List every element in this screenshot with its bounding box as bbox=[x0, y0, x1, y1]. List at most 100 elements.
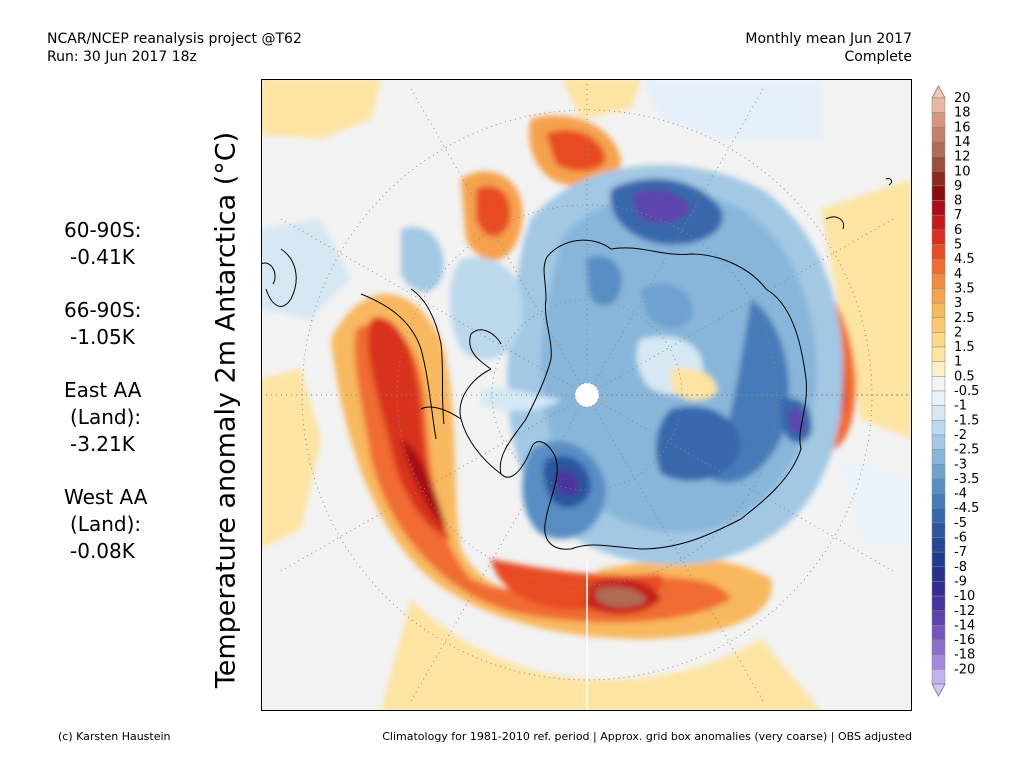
colorbar-label: 8 bbox=[954, 194, 962, 209]
colorbar-label: -3.5 bbox=[954, 472, 979, 487]
colorbar-label: 0.5 bbox=[954, 369, 975, 384]
colorbar-swatch bbox=[931, 610, 946, 626]
model-title: NCAR/NCEP reanalysis project @T62 bbox=[47, 31, 302, 47]
colorbar-label: -2 bbox=[954, 428, 967, 443]
colorbar-swatch bbox=[931, 639, 946, 655]
stat-label: 60-90S: bbox=[64, 218, 142, 242]
colorbar-label: 7 bbox=[954, 208, 962, 223]
colorbar-label: 20 bbox=[954, 91, 971, 106]
colorbar-label: -9 bbox=[954, 574, 967, 589]
colorbar-swatch bbox=[931, 258, 946, 275]
colorbar-swatch bbox=[931, 625, 946, 641]
colorbar-swatch bbox=[931, 434, 946, 450]
colorbar-swatch bbox=[931, 156, 946, 172]
colorbar-swatch bbox=[931, 127, 946, 143]
copyright-text: (c) Karsten Haustein bbox=[58, 730, 171, 743]
colorbar-label: -8 bbox=[954, 560, 967, 575]
colorbar-label: -0.5 bbox=[954, 384, 979, 399]
colorbar-swatch bbox=[931, 302, 946, 319]
colorbar-label: -4.5 bbox=[954, 501, 979, 516]
colorbar-swatch bbox=[931, 376, 946, 392]
colorbar-swatches bbox=[931, 84, 946, 698]
status-text: Complete bbox=[844, 49, 912, 65]
colorbar-swatch bbox=[931, 185, 946, 201]
colorbar-label: 4.5 bbox=[954, 252, 975, 267]
colorbar-swatch bbox=[931, 522, 946, 538]
colorbar-label: -3 bbox=[954, 457, 967, 472]
colorbar-swatch bbox=[931, 581, 946, 597]
colorbar-label: 16 bbox=[954, 120, 971, 135]
colorbar-label: -14 bbox=[954, 618, 975, 633]
colorbar-label: 3 bbox=[954, 296, 962, 311]
colorbar-label: 2.5 bbox=[954, 311, 975, 326]
stat-label: 66-90S: bbox=[64, 298, 142, 322]
colorbar-swatch bbox=[931, 595, 946, 611]
colorbar-swatch bbox=[931, 141, 946, 157]
stat-66-90s: 66-90S: -1.05K bbox=[64, 297, 147, 351]
stat-value: -1.05K bbox=[70, 325, 135, 349]
stat-60-90s: 60-90S: -0.41K bbox=[64, 217, 147, 271]
colorbar-label: -5 bbox=[954, 516, 967, 531]
header-left: NCAR/NCEP reanalysis project @T62 Run: 3… bbox=[47, 30, 302, 66]
colorbar-label: -20 bbox=[954, 662, 975, 677]
colorbar-label: -7 bbox=[954, 545, 967, 560]
colorbar-swatch bbox=[931, 244, 946, 260]
colorbar-swatch bbox=[931, 332, 946, 348]
colorbar-label: 5 bbox=[954, 238, 962, 253]
colorbar-swatch bbox=[931, 288, 946, 304]
colorbar-swatch bbox=[931, 171, 946, 187]
colorbar-swatch bbox=[931, 493, 946, 509]
colorbar-swatch bbox=[931, 551, 946, 568]
colorbar-label: 14 bbox=[954, 135, 971, 150]
colorbar-swatch bbox=[931, 507, 946, 524]
colorbar-label: -2.5 bbox=[954, 443, 979, 458]
colorbar-swatch bbox=[931, 273, 946, 289]
colorbar-swatch bbox=[931, 405, 946, 421]
colorbar-swatch bbox=[931, 361, 946, 377]
coastline bbox=[261, 178, 893, 550]
map-frame bbox=[261, 79, 912, 711]
colorbar-label: 4 bbox=[954, 267, 962, 282]
colorbar-swatch bbox=[931, 390, 946, 406]
y-axis-label: Temperature anomaly 2m Antarctica (°C) bbox=[210, 131, 242, 689]
colorbar-label: 12 bbox=[954, 150, 971, 165]
colorbar-label: 2 bbox=[954, 325, 962, 340]
colorbar-label: -12 bbox=[954, 604, 975, 619]
colorbar-swatch bbox=[931, 420, 946, 436]
colorbar-swatch bbox=[931, 654, 946, 670]
colorbar-swatch bbox=[931, 112, 946, 128]
colorbar-swatch bbox=[931, 449, 946, 465]
colorbar-swatch bbox=[931, 478, 946, 494]
colorbar-label: -10 bbox=[954, 589, 975, 604]
anomaly-map bbox=[261, 79, 912, 711]
colorbar-swatch bbox=[931, 669, 946, 685]
colorbar-labels: 201816141210987654.543.532.521.510.5-0.5… bbox=[954, 91, 979, 677]
colorbar-label: -16 bbox=[954, 633, 975, 648]
stat-label-2: (Land): bbox=[70, 512, 142, 536]
colorbar-label: -4 bbox=[954, 487, 967, 502]
colorbar-label: 6 bbox=[954, 223, 962, 238]
colorbar-swatch bbox=[931, 464, 946, 480]
colorbar-label: -1.5 bbox=[954, 413, 979, 428]
pole-marker bbox=[574, 382, 600, 408]
footnote-text: Climatology for 1981-2010 ref. period | … bbox=[382, 730, 912, 743]
run-time: Run: 30 Jun 2017 18z bbox=[47, 49, 197, 65]
colorbar-under-arrow bbox=[931, 683, 946, 698]
stat-value: -0.08K bbox=[70, 539, 135, 563]
colorbar-swatch bbox=[931, 317, 946, 333]
header-right: Monthly mean Jun 2017 Complete bbox=[745, 30, 912, 66]
colorbar: 201816141210987654.543.532.521.510.5-0.5… bbox=[931, 84, 979, 698]
colorbar-label: 18 bbox=[954, 106, 971, 121]
stats-panel: 60-90S: -0.41K 66-90S: -1.05K East AA (L… bbox=[64, 217, 147, 591]
stat-label: West AA bbox=[64, 485, 148, 509]
period-title: Monthly mean Jun 2017 bbox=[745, 31, 912, 47]
colorbar-swatch bbox=[931, 229, 946, 245]
colorbar-label: 3.5 bbox=[954, 281, 975, 296]
colorbar-label: 1.5 bbox=[954, 340, 975, 355]
stat-label: East AA bbox=[64, 378, 142, 402]
colorbar-label: -6 bbox=[954, 531, 967, 546]
colorbar-label: 9 bbox=[954, 179, 962, 194]
stat-label-2: (Land): bbox=[70, 405, 142, 429]
stat-value: -3.21K bbox=[70, 432, 135, 456]
colorbar-label: 10 bbox=[954, 164, 971, 179]
